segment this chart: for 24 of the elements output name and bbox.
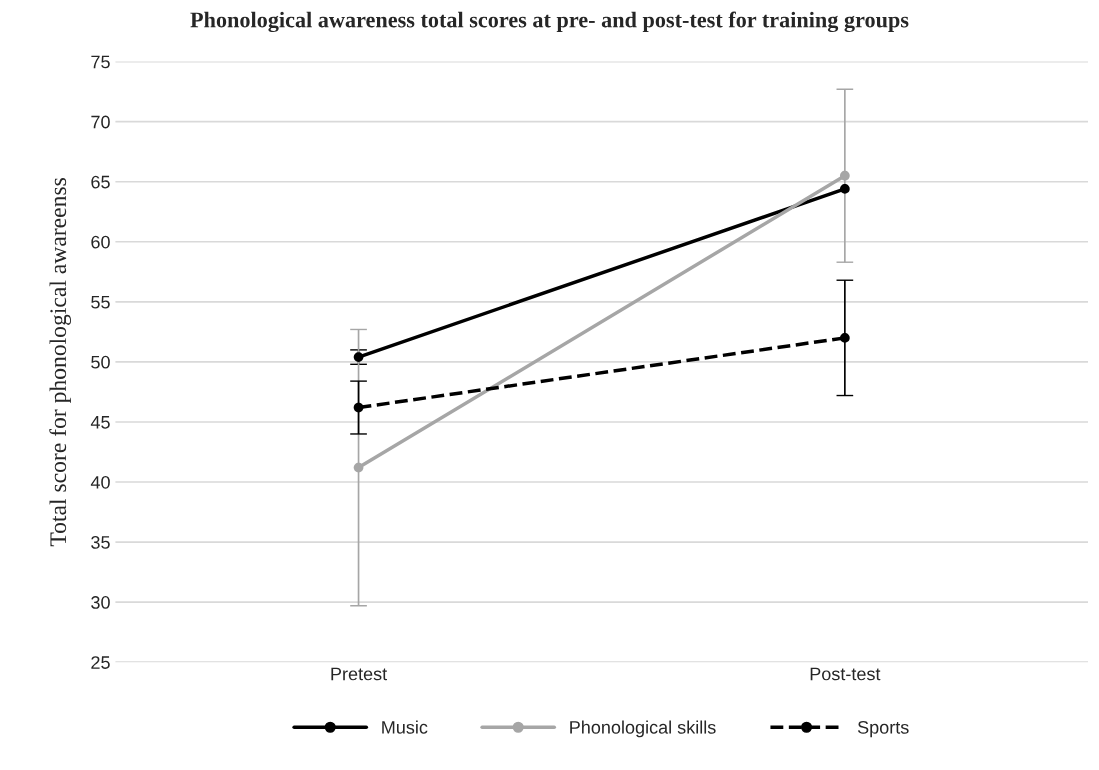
- point: [353, 352, 364, 362]
- y-tick-label: 55: [91, 295, 110, 309]
- point: [840, 333, 850, 343]
- y-tick-label: 45: [90, 416, 110, 429]
- y-tick-label: 50: [91, 355, 110, 369]
- point: [840, 184, 850, 194]
- legend-label: Sports: [857, 720, 909, 738]
- y-tick-label: 75: [91, 55, 110, 69]
- chart-title: Phonological awareness total scores at pre- and post-test for training groups: [190, 11, 909, 33]
- legend-label: Music: [382, 720, 428, 734]
- x-tick-label: Post-test: [810, 667, 881, 681]
- y-tick-label: 40: [90, 475, 110, 489]
- point: [353, 402, 364, 413]
- y-tick-label: 25: [91, 656, 110, 669]
- y-tick-label: 30: [91, 596, 110, 609]
- x-tick-label: Pretest: [331, 667, 388, 681]
- y-tick-label: 70: [91, 115, 110, 129]
- y-tick-label: 35: [91, 536, 110, 549]
- y-axis-title: Total score for phonological awareenss: [49, 178, 72, 547]
- point: [353, 462, 364, 473]
- point: [840, 170, 850, 181]
- legend-label: Phonological skills: [570, 720, 716, 738]
- y-tick-label: 60: [91, 235, 110, 249]
- y-tick-label: 65: [91, 175, 110, 189]
